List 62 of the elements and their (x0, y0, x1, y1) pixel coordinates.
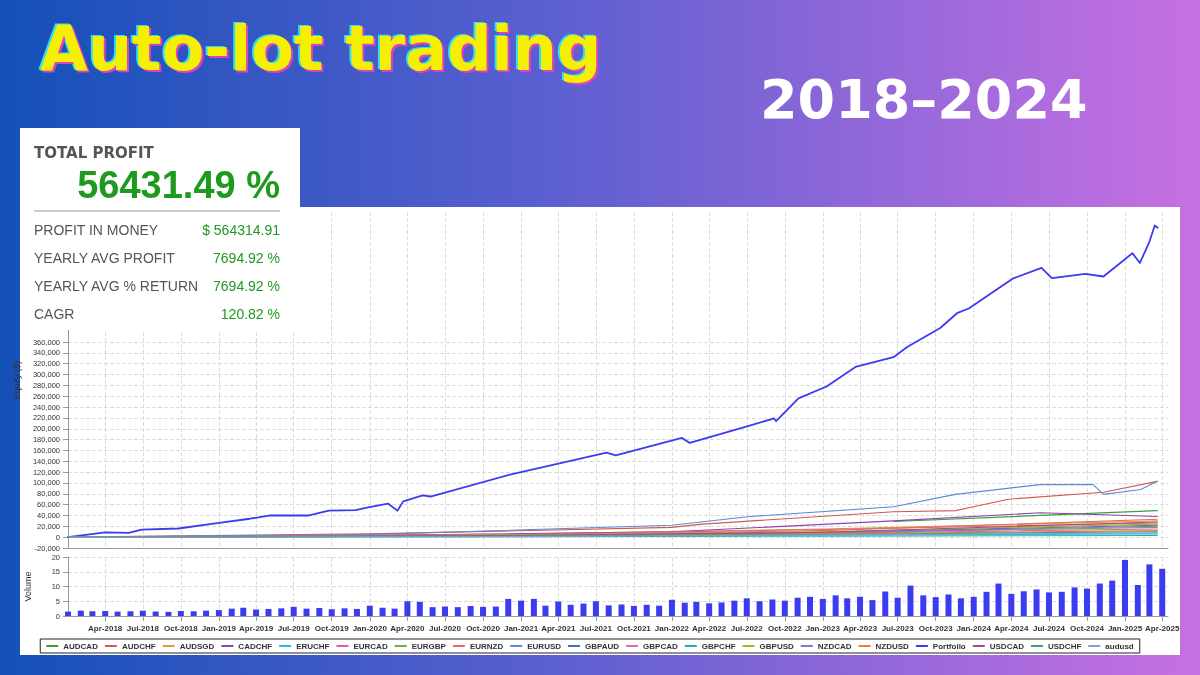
x-tick-label: Oct-2018 (163, 623, 199, 633)
legend-label: EURUSD (527, 641, 562, 651)
x-tick-label: Apr-2022 (692, 623, 727, 633)
x-tick-label: Jul-2021 (579, 623, 613, 633)
x-tick-label: Oct-2022 (767, 623, 803, 633)
x-tick-label: Apr-2019 (238, 623, 274, 633)
x-tick-label: Oct-2024 (1070, 623, 1105, 633)
x-tick-label: Oct-2021 (617, 623, 652, 633)
y-axis-title: Volume (22, 571, 33, 602)
legend-label: GBPCHF (701, 641, 736, 651)
legend-label: audusd (1105, 641, 1134, 651)
legend-label: CADCHF (238, 641, 273, 651)
annotation: YEARLY AVG PROFIT (34, 250, 175, 266)
legend-label: USDCHF (1047, 641, 1082, 651)
x-tick-label: Jan-2019 (201, 623, 237, 633)
annotation: 7694.92 % (213, 278, 280, 294)
legend-label: ERUCHF (296, 641, 330, 651)
legend-label: GBPUSD (759, 641, 794, 651)
legend-label: EURGBP (411, 641, 447, 651)
x-tick-label: Jul-2023 (881, 623, 915, 633)
text: TOTAL PROFIT (34, 144, 154, 162)
x-tick-label: Oct-2019 (314, 623, 350, 633)
x-tick-label: Jul-2022 (730, 623, 764, 633)
x-tick-label: Apr-2018 (88, 623, 123, 633)
x-tick-label: Apr-2021 (541, 623, 576, 633)
text: 56431.49 % (77, 164, 280, 207)
legend-label: AUDSGD (179, 641, 215, 651)
annotation: 7694.92 % (213, 250, 280, 266)
x-tick-label: Oct-2020 (466, 623, 501, 633)
legend-label: EURNZD (469, 641, 504, 651)
x-tick-label: Jan-2021 (503, 623, 539, 633)
legend-label: NZDCAD (817, 641, 852, 651)
x-tick-label: Apr-2023 (842, 623, 878, 633)
x-tick-label: Jan-2025 (1107, 623, 1143, 633)
x-tick-label: Jan-2022 (654, 623, 690, 633)
chart-subtitle: 2018–2024 (760, 68, 1088, 131)
legend-label: USDCAD (989, 641, 1025, 651)
x-tick-label: Jan-2024 (956, 623, 992, 633)
legend-label: GBPCAD (643, 641, 678, 651)
x-tick-label: Jan-2020 (352, 623, 388, 633)
annotation: CAGR (34, 306, 75, 322)
legend-label: AUDCHF (121, 641, 156, 651)
x-tick-label: Jan-2023 (805, 623, 841, 633)
legend-label: AUDCAD (63, 641, 99, 651)
legend-label: EURCAD (353, 641, 388, 651)
x-tick-label: Oct-2023 (918, 623, 954, 633)
annotation: PROFIT IN MONEY (34, 222, 159, 238)
legend-label: NZDUSD (875, 641, 910, 651)
y-axis-title: Equity ($) (12, 360, 23, 400)
annotation: YEARLY AVG % RETURN (34, 278, 199, 294)
x-tick-label: Apr-2020 (390, 623, 426, 633)
annotation: $ 564314.91 (202, 222, 280, 238)
chart-title: Auto-lot trading (40, 12, 602, 85)
x-tick-label: Jul-2024 (1032, 623, 1066, 633)
x-tick-label: Jul-2019 (277, 623, 311, 633)
x-tick-label: Apr-2025 (1145, 623, 1180, 633)
x-tick-label: Apr-2024 (994, 623, 1029, 633)
x-tick-label: Jul-2018 (126, 623, 160, 633)
legend-label: GBPAUD (585, 641, 620, 651)
x-tick-label: Jul-2020 (428, 623, 462, 633)
legend-label: Portfolio (932, 641, 966, 651)
annotation: 120.82 % (220, 306, 280, 322)
